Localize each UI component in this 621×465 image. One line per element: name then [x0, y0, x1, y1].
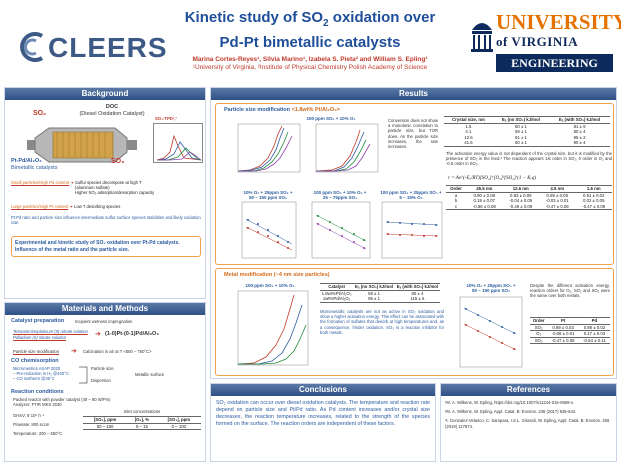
background-panel: Background DOC (Diesel Oxidation Catalys…	[4, 87, 206, 299]
small-particles-row: Small particles/High Pd content ➜ Sulfur…	[11, 180, 155, 196]
poster-title: Kinetic study of SO2 oxidation over Pd-P…	[184, 9, 436, 51]
reference-item: ²M. A. Wilkens, W. Epling, Appl. Catal. …	[445, 409, 577, 415]
psize-mod-label: Particle size modification	[13, 349, 60, 354]
different-note: Despite the different activation energy,…	[530, 283, 610, 299]
reference-item: ¹M. A. Wilkens, W. Epling, https://doi.o…	[445, 400, 575, 405]
temperature-label: Temperature: 200 – 550°C	[13, 431, 63, 437]
arrow-icon-2: ➜	[71, 348, 77, 355]
inlet-table: Inlet concentrations [SO₂], ppm [O₂], % [S…	[83, 409, 201, 431]
methods-heading: Materials and Methods	[5, 303, 205, 315]
uva-engineering: ENGINEERING	[496, 54, 613, 72]
formula-label: (1-0)Pt-(0-1)Pd/Al₂O₃	[105, 331, 159, 337]
conversion-note: Conversion does not show a monotonic cor…	[388, 118, 438, 150]
so3-tpd-plot	[153, 123, 203, 163]
metallic-surface-label: Metallic surface	[135, 372, 165, 377]
flowrate-label: Flowrate: 800 sccm	[13, 422, 50, 428]
catalytic-converter-icon	[27, 127, 137, 163]
conclusions-panel: Conclusions SO₂ oxidation can occur over…	[210, 383, 436, 462]
order-table: Order 45.5 nm 12.6 nm 4.5 nm 1.6 nm a 0.90 ± …	[446, 185, 612, 211]
metal-plot-2-title: 10% O₂ + 25ppm SO₃ + 50 – 150 ppm SO₂	[466, 283, 516, 293]
reference-item: ³I. Gonzalez-Velasco, C. Sampara, I.S.L.…	[445, 418, 610, 429]
metal-table: Catalyst Eₐ (no SO₃) kJ/mol Eₐ (with SO₃) …	[320, 283, 440, 303]
metal-title: Metal modification (~4 nm size particles…	[224, 272, 330, 278]
reaction-cond-title: Reaction conditions	[11, 389, 64, 395]
background-note: Pt:Pd ratio and particle size influence …	[11, 215, 201, 226]
metal-plot-2	[456, 295, 524, 371]
metal-note: Monometallic catalysts are not as active…	[320, 309, 444, 335]
results-panel: Results Particle size modification <1.8w…	[210, 87, 617, 379]
small-plot-3: 100 ppm SO₂ + 25ppm SO₃ + 5 – 15% O₂	[378, 190, 444, 267]
so3-tpd-label: SO₃-TPD¹,²	[155, 116, 177, 121]
psize-title: Particle size modification <1.8wt% Pt/Al…	[224, 107, 340, 113]
authors: Marina Cortes-Reyes¹, Silvia Marino¹, Iz…	[150, 56, 470, 72]
cleers-logo: CLEERS	[14, 32, 167, 63]
background-goal: Experimental and kinetic study of SO₂ ox…	[11, 236, 201, 257]
poster-title-line2: Pd-Pt bimetallic catalysts	[219, 34, 401, 51]
large-particles-row: Large particles/High Pt content ➜ Low T …	[11, 204, 121, 209]
conclusions-text: SO₂ oxidation can occur over diesel oxid…	[216, 400, 430, 427]
order2-table: Order Pt Pd SO₂ 0.89 ± 0.03 0.88 ± 0.02 O₂ -0…	[530, 317, 610, 345]
psize-plot-1	[230, 122, 302, 180]
catalyst-prep-title: Catalyst preparation	[11, 318, 65, 324]
activation-note: The activation energy value is not depen…	[446, 151, 612, 167]
dispersion-label: Dispersion	[91, 378, 111, 383]
psize-box: Particle size modification <1.8wt% Pt/Al…	[215, 103, 614, 265]
poster-header: CLEERS Kinetic study of SO2 oxidation ov…	[0, 0, 621, 88]
metal-box: Metal modification (~4 nm size particles…	[215, 268, 614, 376]
affiliations: ¹University of Virginia, ²Institute of P…	[192, 64, 428, 71]
inlet-title: Inlet concentrations	[123, 409, 161, 414]
small-plot-1: 10% O₂ + 25ppm SO₂ + 50 – 150 ppm SO₂	[238, 190, 298, 267]
conclusions-heading: Conclusions	[211, 384, 435, 396]
tetraammine-label: Tetraammineplatinum (II) nitrate solutio…	[13, 329, 88, 334]
results-heading: Results	[211, 88, 616, 100]
reaction-params: GHSV: 8·10⁵ h⁻¹ Flowrate: 800 sccm Tempe…	[13, 413, 62, 437]
uva-logo: UNIVERSITY of VIRGINIA ENGINEERING	[470, 12, 621, 76]
references-panel: References ¹M. A. Wilkens, W. Epling, ht…	[440, 383, 617, 462]
metal-plot-1	[230, 289, 310, 373]
arrow-icon: ➜	[95, 331, 101, 338]
so2-in-label: SO₂	[33, 110, 47, 117]
ptpd-catalyst-label: Pt-Pd/Al₂O₃ Bimetallic catalysts	[11, 158, 58, 171]
uva-subname: of VIRGINIA	[496, 34, 579, 49]
incipient-label: Incipient wetness impregnation	[75, 319, 133, 324]
references-heading: References	[441, 384, 616, 396]
background-heading: Background	[5, 88, 205, 100]
crystal-table: Crystal size, nm Eₐ (no SO₃) kJ/mol Eₐ (wi…	[444, 116, 610, 147]
cleers-logo-text: CLEERS	[48, 32, 168, 63]
reaction-lines: Packed reactor with powder catalyst (40 …	[13, 397, 111, 408]
rate-equation: r = Ae^(-Eₐ/RT)[SO₂]ᵃ[O₂]ᵇ[SO₃]ᶜ(1 − Kₑq…	[448, 176, 537, 181]
methods-panel: Materials and Methods Catalyst preparati…	[4, 302, 206, 462]
references-list: ¹M. A. Wilkens, W. Epling, https://doi.o…	[441, 396, 616, 433]
co-chemi-title: CO chemisorption	[11, 358, 59, 364]
top-plot-title: 100 ppm SO₂ + 10% O₂	[306, 116, 356, 121]
palladium-label: Palladium (II) nitrate solution	[13, 335, 67, 340]
calcination-label: Calcination in air at T <550 – 750°C>	[83, 349, 152, 354]
author-list: Marina Cortes-Reyes¹, Silvia Marino¹, Iz…	[192, 56, 428, 63]
ghsv-label: GHSV: 8·10⁵ h⁻¹	[13, 413, 45, 418]
psize-plot-2	[308, 122, 380, 180]
cleers-logo-icon	[20, 32, 44, 62]
small-plot-2: 100 ppm SO₂ + 10% O₂ + 25 – 75ppm SO₃	[308, 190, 372, 267]
so3-out-label: SO₃	[111, 158, 125, 165]
doc-label: DOC (Diesel Oxidation Catalyst)	[79, 104, 145, 117]
particle-size-label: Particle size	[91, 366, 114, 371]
rotunda-icon	[471, 23, 493, 52]
uva-name: UNIVERSITY	[496, 10, 621, 34]
co-chemi-list: Micromeritics ASAP 2020 – Pre-reduction …	[13, 366, 69, 382]
bracket-icon	[79, 366, 88, 384]
metal-plot-title: 100 ppm SO₂ + 10% O₂	[245, 283, 295, 288]
